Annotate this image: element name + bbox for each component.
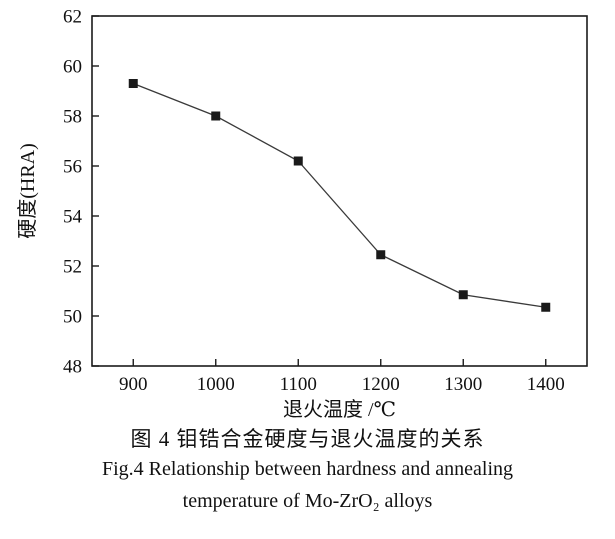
- hardness-vs-temperature-chart: 900 1000 1100 1200 1300 1400 48 50 52 54 56 58 60 62 退…: [16, 7, 588, 420]
- y-tick-label: 56: [63, 157, 82, 178]
- data-point-marker: [211, 111, 221, 121]
- x-tick-label: 1100: [280, 374, 317, 395]
- x-tick-label: 1000: [197, 374, 235, 395]
- y-tick-label: 58: [63, 107, 82, 128]
- y-tick-label: 62: [63, 7, 82, 28]
- data-line: [133, 82, 546, 308]
- caption-chinese: 图 4 钼锆合金硬度与退火温度的关系: [130, 427, 485, 451]
- y-axis-label: 硬度(HRA): [16, 143, 39, 239]
- data-point-marker: [458, 290, 468, 300]
- y-tick-label: 52: [63, 257, 82, 278]
- data-point-marker: [376, 250, 386, 260]
- x-tick-label: 1400: [527, 374, 565, 395]
- x-tick-label: 1300: [444, 374, 482, 395]
- y-tick-label: 54: [63, 207, 83, 228]
- y-tick-label: 48: [63, 357, 82, 378]
- caption-english-line1: Fig.4 Relationship between hardness and …: [101, 458, 513, 480]
- data-point-marker: [293, 156, 303, 166]
- caption-english-line2: temperature of Mo-ZrO₂ alloys: [182, 490, 433, 512]
- x-tick-label: 900: [119, 374, 148, 395]
- y-tick-label: 50: [63, 307, 82, 328]
- x-tick-label: 1200: [362, 374, 400, 395]
- data-point-marker: [128, 79, 138, 88]
- x-axis-label: 退火温度 /℃: [283, 398, 396, 420]
- data-point-marker: [541, 302, 551, 312]
- y-tick-label: 60: [63, 57, 82, 78]
- plot-frame: [91, 15, 588, 367]
